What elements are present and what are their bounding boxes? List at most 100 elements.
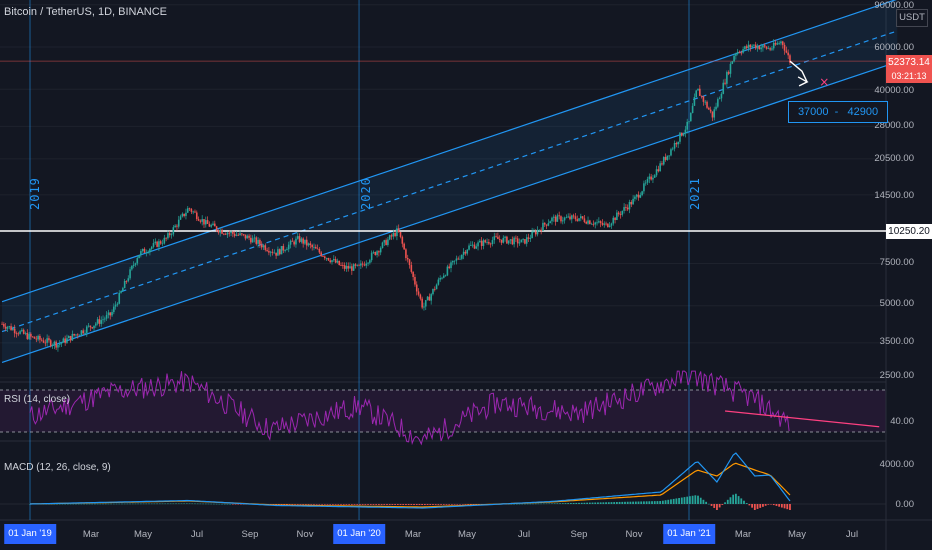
macd-histogram-bar xyxy=(94,503,96,505)
candle-body xyxy=(731,61,734,64)
candle-body xyxy=(75,334,77,336)
candle-body xyxy=(73,333,75,336)
candle-body xyxy=(159,241,162,244)
macd-histogram-bar xyxy=(72,503,75,505)
candle-body xyxy=(439,278,441,280)
candle-body xyxy=(307,243,310,246)
candle-body xyxy=(336,260,339,263)
candle-body xyxy=(51,345,54,347)
candle-body xyxy=(374,252,377,255)
macd-histogram-bar xyxy=(237,504,240,505)
macd-histogram-bar xyxy=(602,502,605,504)
candle-body xyxy=(13,328,16,334)
candle-body xyxy=(473,244,476,249)
macd-histogram-bar xyxy=(432,504,434,505)
candle-body xyxy=(433,288,436,290)
candle-body xyxy=(95,323,97,326)
candle-body xyxy=(495,236,497,238)
candle-body xyxy=(185,212,187,216)
candle-body xyxy=(646,178,649,183)
candle-body xyxy=(118,292,121,304)
macd-histogram-bar xyxy=(537,503,540,505)
candle-body xyxy=(736,51,739,54)
candle-body xyxy=(616,212,618,221)
candle-body xyxy=(747,44,750,49)
candle-body xyxy=(210,225,213,227)
candle-body xyxy=(684,129,687,134)
candle-body xyxy=(769,48,771,50)
candle-body xyxy=(109,312,112,316)
candle-body xyxy=(253,237,256,239)
candle-body xyxy=(509,239,512,241)
candle-body xyxy=(554,216,557,222)
candle-body xyxy=(652,177,654,180)
candle-body xyxy=(161,243,164,245)
rsi-tick-label: 40.00 xyxy=(890,416,914,427)
candle-body xyxy=(421,298,423,308)
macd-histogram-bar xyxy=(564,503,567,504)
candle-body xyxy=(327,258,330,261)
macd-histogram-bar xyxy=(199,503,202,505)
macd-histogram-bar xyxy=(702,499,705,504)
projection-arrow xyxy=(789,60,808,83)
macd-histogram-bar xyxy=(664,500,667,504)
candle-body xyxy=(679,132,681,142)
macd-histogram-bar xyxy=(591,502,594,504)
currency-unit-button[interactable]: USDT xyxy=(896,9,928,27)
candle-body xyxy=(123,281,126,289)
macd-histogram-bar xyxy=(277,504,280,505)
macd-histogram-bar xyxy=(545,503,548,505)
candle-body xyxy=(450,262,452,269)
macd-histogram-bar xyxy=(64,503,67,505)
candle-body xyxy=(17,333,20,335)
candle-body xyxy=(617,212,620,215)
candle-body xyxy=(594,222,597,225)
price-tick-label: 60000.00 xyxy=(874,42,914,53)
macd-histogram-bar xyxy=(58,503,61,505)
candle-body xyxy=(774,42,777,45)
x-tick-label: Mar xyxy=(82,529,100,540)
price-tick-label: 20500.00 xyxy=(874,153,914,164)
candle-body xyxy=(442,275,445,278)
candle-body xyxy=(69,335,72,341)
candle-body xyxy=(635,194,638,197)
candle-body xyxy=(165,237,167,239)
macd-histogram-bar xyxy=(75,503,77,505)
candle-body xyxy=(587,220,589,224)
macd-histogram-bar xyxy=(772,504,775,506)
macd-histogram-bar xyxy=(475,504,478,505)
candle-body xyxy=(632,198,634,205)
x-tick-label: Nov xyxy=(625,529,643,540)
candle-body xyxy=(19,331,21,334)
candle-body xyxy=(516,238,519,244)
macd-histogram-bar xyxy=(107,503,110,505)
candle-body xyxy=(693,97,696,106)
candle-body xyxy=(444,275,447,277)
candle-body xyxy=(147,252,149,254)
candle-body xyxy=(170,234,173,236)
candle-body xyxy=(567,216,569,218)
candle-body xyxy=(493,236,496,241)
candle-body xyxy=(717,99,719,107)
candle-body xyxy=(304,239,306,244)
macd-histogram-bar xyxy=(778,504,781,507)
candle-body xyxy=(697,88,699,91)
candle-body xyxy=(26,333,29,339)
macd-histogram-bar xyxy=(369,504,372,505)
candle-body xyxy=(396,228,398,237)
macd-histogram-bar xyxy=(169,503,172,505)
macd-histogram-bar xyxy=(751,504,754,508)
channel-lower-line xyxy=(1,61,898,364)
macd-histogram-bar xyxy=(337,504,340,505)
candle-body xyxy=(408,259,411,266)
candle-body xyxy=(107,312,110,315)
macd-histogram-bar xyxy=(694,495,697,504)
macd-histogram-bar xyxy=(85,503,88,505)
candle-body xyxy=(289,240,292,245)
macd-histogram-bar xyxy=(548,503,551,505)
macd-histogram-bar xyxy=(448,504,451,505)
candle-body xyxy=(754,44,757,49)
macd-histogram-bar xyxy=(353,504,356,505)
candle-body xyxy=(53,341,56,346)
